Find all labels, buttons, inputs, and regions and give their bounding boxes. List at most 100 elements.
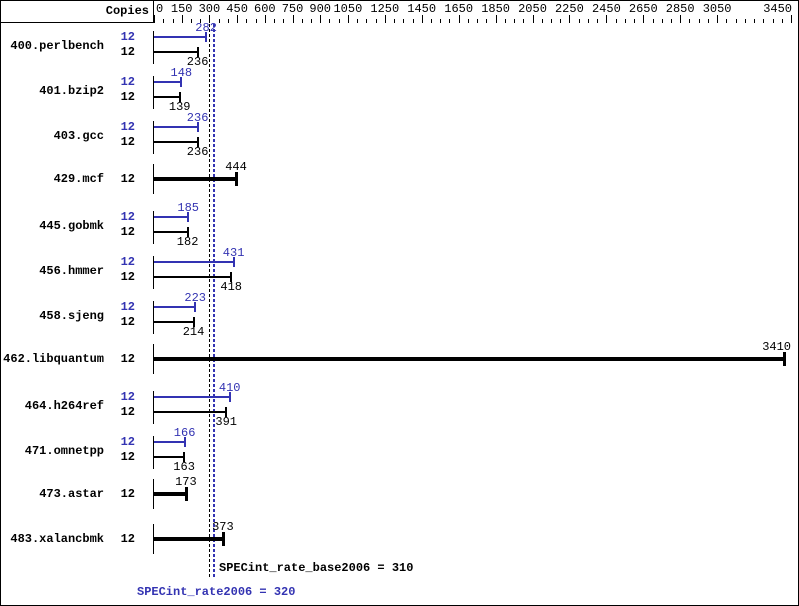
- axis-minor-tick: [172, 19, 174, 23]
- copies-value: 12: [120, 270, 135, 284]
- axis-minor-tick: [190, 19, 192, 23]
- bar-start-line: [153, 391, 154, 424]
- copies-value: 12: [120, 352, 135, 366]
- bar-start-line: [153, 479, 154, 509]
- base-value: 182: [176, 235, 199, 249]
- base-value: 391: [215, 415, 237, 429]
- copies-value: 12: [120, 45, 135, 59]
- axis-minor-tick: [763, 19, 765, 23]
- axis-minor-tick: [375, 19, 377, 23]
- base-bar-endcap: [196, 137, 199, 147]
- peak-bar-endcap: [232, 257, 235, 267]
- copies-value: 12: [120, 172, 135, 186]
- axis-major-tick: [717, 15, 719, 23]
- axis-minor-tick: [200, 19, 202, 23]
- axis-minor-tick: [634, 19, 636, 23]
- peak-bar: [154, 396, 230, 398]
- base-peak-bar-endcap: [782, 352, 786, 366]
- base-bar-endcap: [178, 92, 181, 102]
- benchmark-label: 456.hmmer: [39, 264, 104, 278]
- axis-minor-tick: [754, 19, 756, 23]
- peak-value: 166: [173, 426, 196, 440]
- bar-value: 444: [225, 160, 247, 174]
- axis-major-tick: [237, 15, 239, 23]
- base-value: 418: [220, 280, 242, 294]
- axis-minor-tick: [440, 19, 442, 23]
- benchmark-label: 483.xalancbmk: [10, 532, 104, 546]
- axis-minor-tick: [274, 19, 275, 23]
- base-bar-endcap: [192, 317, 195, 327]
- base-peak-bar: [154, 537, 223, 541]
- copies-value: 12: [120, 532, 135, 546]
- copies-value: 12: [120, 135, 135, 149]
- copies-value: 12: [120, 405, 135, 419]
- copies-value: 12: [120, 487, 135, 501]
- axis-major-tick: [680, 15, 682, 23]
- mean-line-base: [209, 24, 210, 579]
- copies-value: 12: [120, 225, 135, 239]
- peak-bar-endcap: [196, 122, 199, 132]
- bar-start-line: [153, 76, 154, 109]
- bar-start-line: [153, 121, 154, 154]
- axis-minor-tick: [707, 19, 709, 23]
- axis-minor-tick: [403, 19, 405, 23]
- axis-tick-label: 300: [198, 2, 221, 16]
- axis-major-tick: [643, 15, 645, 23]
- axis-tick-label: 2050: [518, 2, 547, 16]
- axis-major-tick: [181, 15, 183, 23]
- axis-major-tick: [421, 15, 423, 23]
- peak-bar: [154, 126, 198, 128]
- base-value: 139: [168, 100, 191, 114]
- axis-minor-tick: [412, 19, 414, 23]
- axis-tick-label: 1050: [333, 2, 363, 16]
- axis-minor-tick: [652, 19, 654, 23]
- base-peak-bar-endcap: [184, 487, 188, 501]
- benchmark-label: 400.perlbench: [10, 39, 104, 53]
- axis-minor-tick: [338, 19, 340, 23]
- peak-value: 148: [170, 66, 193, 80]
- axis-minor-tick: [283, 19, 285, 23]
- peak-bar: [154, 81, 182, 83]
- base-bar: [154, 456, 185, 458]
- bar-start-line: [153, 436, 154, 469]
- axis-minor-tick: [726, 19, 728, 23]
- axis-major-tick: [209, 15, 211, 23]
- axis-tick-label: 3050: [702, 2, 732, 16]
- axis-major-tick: [264, 15, 266, 23]
- peak-bar-endcap: [205, 32, 208, 42]
- header-underline: [1, 22, 153, 23]
- copies-value: 12: [120, 315, 135, 329]
- copies-value: 12: [120, 435, 135, 449]
- base-bar: [154, 96, 180, 98]
- axis-tick-label: 1250: [370, 2, 400, 16]
- axis-origin-line: [153, 1, 154, 23]
- benchmark-label: 458.sjeng: [39, 309, 104, 323]
- benchmark-label: 401.bzip2: [39, 84, 104, 98]
- peak-value: 431: [222, 246, 245, 260]
- base-value: 163: [173, 460, 195, 474]
- axis-tick-label: 2850: [665, 2, 695, 16]
- axis-minor-tick: [514, 19, 515, 23]
- copies-value: 12: [120, 300, 135, 314]
- axis-minor-tick: [486, 19, 488, 23]
- base-bar: [154, 321, 194, 323]
- axis-minor-tick: [597, 19, 599, 23]
- bar-start-line: [153, 301, 154, 334]
- axis-tick-label: 2650: [628, 2, 658, 16]
- benchmark-label: 471.omnetpp: [24, 444, 104, 458]
- axis-minor-tick: [744, 19, 746, 23]
- bar-start-line: [153, 31, 154, 64]
- bar-start-line: [153, 524, 154, 554]
- axis-tick-label: 0: [156, 2, 164, 16]
- axis-minor-tick: [661, 19, 663, 23]
- base-bar: [154, 51, 198, 53]
- summary-base-result: SPECint_rate_base2006 = 310: [219, 561, 414, 575]
- benchmark-label: 445.gobmk: [39, 219, 104, 233]
- axis-major-tick: [154, 15, 155, 23]
- axis-minor-tick: [301, 19, 303, 23]
- axis-minor-tick: [781, 19, 783, 23]
- axis-minor-tick: [587, 19, 589, 23]
- base-bar: [154, 411, 227, 413]
- axis-major-tick: [320, 15, 322, 23]
